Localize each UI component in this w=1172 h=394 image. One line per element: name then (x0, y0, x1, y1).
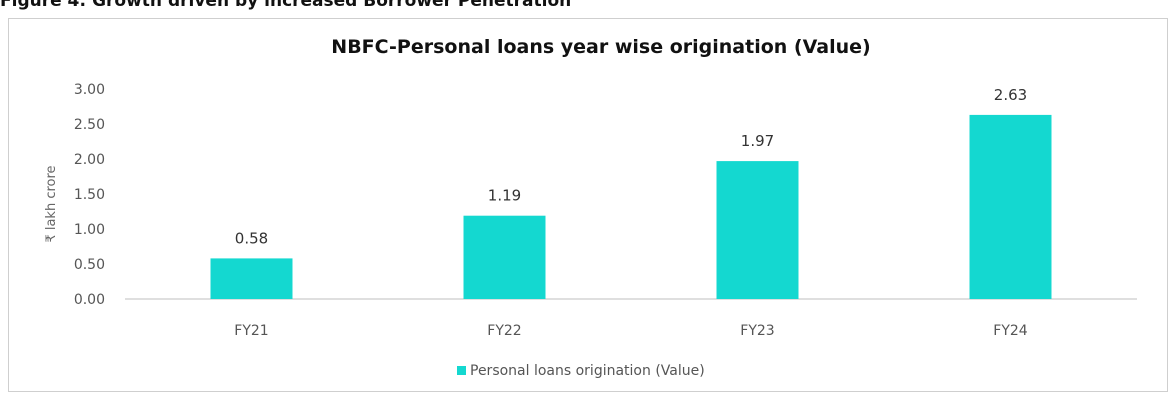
data-label-fy23: 1.97 (741, 132, 774, 150)
y-tick-label: 1.50 (74, 187, 105, 203)
bar-fy22 (463, 215, 546, 299)
figure-caption: Figure 4: Growth driven by increased Bor… (0, 0, 572, 11)
x-tick-label-fy24: FY24 (993, 323, 1028, 339)
y-tick-label: 1.00 (74, 222, 105, 238)
data-label-fy24: 2.63 (994, 86, 1027, 104)
y-axis-title: ₹ lakh crore (44, 165, 59, 242)
data-label-fy21: 0.58 (235, 229, 268, 247)
y-tick-label: 2.00 (74, 152, 105, 168)
legend-swatch (457, 366, 466, 375)
y-tick-label: 0.00 (74, 292, 105, 308)
chart-frame: NBFC-Personal loans year wise originatio… (8, 18, 1168, 392)
bar-fy24 (969, 114, 1052, 300)
x-tick-label-fy22: FY22 (487, 323, 521, 339)
y-tick-label: 2.50 (74, 117, 105, 133)
x-tick-label-fy21: FY21 (234, 323, 268, 339)
y-axis-ticks: 0.00 0.50 1.00 1.50 2.00 2.50 3.00 (74, 82, 105, 308)
bar-fy23 (716, 161, 799, 299)
bar-fy21 (210, 258, 293, 299)
legend: Personal loans origination (Value) (457, 363, 705, 379)
legend-label: Personal loans origination (Value) (470, 363, 705, 379)
data-label-fy22: 1.19 (488, 187, 521, 205)
chart-title: NBFC-Personal loans year wise originatio… (331, 36, 870, 58)
y-tick-label: 3.00 (74, 82, 105, 98)
y-tick-label: 0.50 (74, 257, 105, 273)
bar-chart: NBFC-Personal loans year wise originatio… (44, 36, 1137, 379)
x-tick-label-fy23: FY23 (740, 323, 774, 339)
bars: 0.58 FY21 1.19 FY22 1.97 FY23 2.63 FY24 (210, 86, 1052, 339)
